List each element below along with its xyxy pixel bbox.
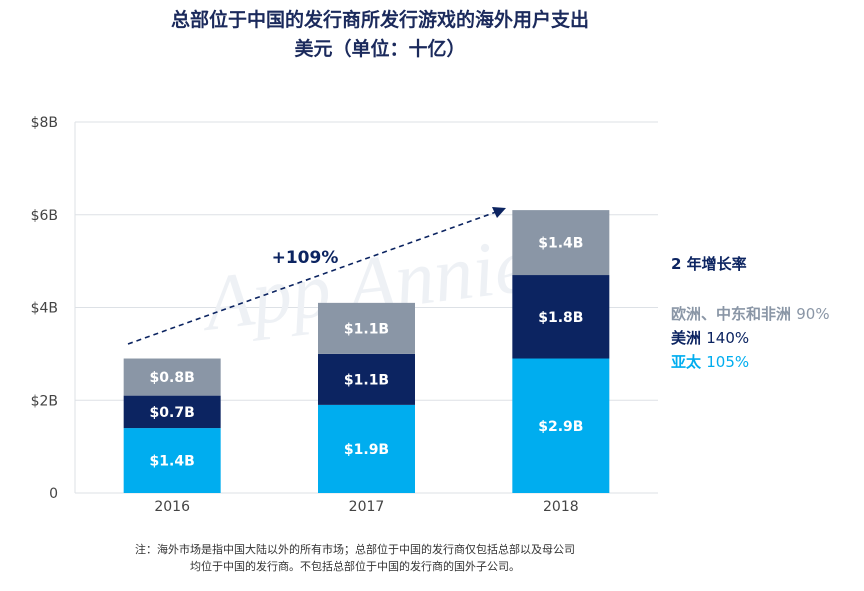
bar-segment	[123, 358, 221, 396]
bar-segment	[512, 275, 610, 359]
y-tick-label: $2B	[31, 393, 58, 409]
legend-item-americas: 美洲 140%	[671, 327, 749, 348]
legend-label: 亚太	[671, 353, 702, 371]
bar-value-label: $0.7B	[150, 405, 195, 421]
bar-segment	[512, 210, 610, 276]
bar-segment	[318, 404, 415, 493]
legend-pct: 140%	[706, 329, 750, 347]
y-tick-label: 0	[49, 486, 58, 502]
arrow-head	[492, 207, 506, 218]
bar-value-label: $0.8B	[150, 370, 195, 386]
bar-segment	[318, 353, 415, 405]
x-tick-label: 2016	[154, 499, 190, 515]
legend-item-apac: 亚太 105%	[671, 351, 749, 372]
bars: $1.4B $0.7B $0.8B $1.9B $1.1B $1.1B $2.9B $1.8B…	[123, 210, 610, 493]
bar-value-label: $1.4B	[150, 454, 195, 470]
bar-segment	[512, 358, 610, 493]
legend-item-emea: 欧洲、中东和非洲 90%	[671, 303, 830, 324]
y-tick-label: $8B	[31, 115, 58, 131]
bar-value-label: $2.9B	[538, 419, 583, 435]
bar-value-label: $1.1B	[344, 321, 389, 337]
bar-value-label: $1.1B	[344, 372, 389, 388]
x-axis-ticks: 2016 2017 2018	[154, 499, 578, 515]
footnote: 注：海外市场是指中国大陆以外的所有市场；总部位于中国的发行商仅包括总部以及母公司…	[0, 541, 710, 575]
bar-segment	[123, 395, 221, 429]
growth-annotation: +109%	[272, 248, 339, 268]
legend-pct: 105%	[706, 353, 750, 371]
bar-value-label: $1.4B	[538, 236, 583, 252]
chart-title-block: 总部位于中国的发行商所发行游戏的海外用户支出 美元（单位：十亿）	[0, 6, 760, 64]
legend-pct: 90%	[796, 305, 830, 323]
bar-value-label: $1.9B	[344, 442, 389, 458]
y-tick-label: $6B	[31, 208, 58, 224]
chart-subtitle: 美元（单位：十亿）	[294, 38, 466, 60]
bar-value-label: $1.8B	[538, 310, 583, 326]
legend-heading: 2 年增长率	[671, 255, 747, 273]
footnote-line-1: 注：海外市场是指中国大陆以外的所有市场；总部位于中国的发行商仅包括总部以及母公司	[135, 543, 575, 556]
bar-segment	[123, 428, 221, 493]
x-tick-label: 2017	[349, 499, 385, 515]
growth-trend-arrow	[127, 211, 497, 345]
footnote-line-2: 均位于中国的发行商。不包括总部位于中国的发行商的国外子公司。	[190, 560, 520, 573]
y-tick-label: $4B	[31, 301, 58, 317]
chart-title: 总部位于中国的发行商所发行游戏的海外用户支出	[170, 9, 589, 31]
bar-segment	[318, 302, 415, 354]
y-axis-ticks: 0 $2B $4B $6B $8B	[31, 115, 58, 502]
legend-label: 欧洲、中东和非洲	[671, 305, 792, 323]
x-tick-label: 2018	[543, 499, 579, 515]
legend-label: 美洲	[671, 329, 702, 347]
